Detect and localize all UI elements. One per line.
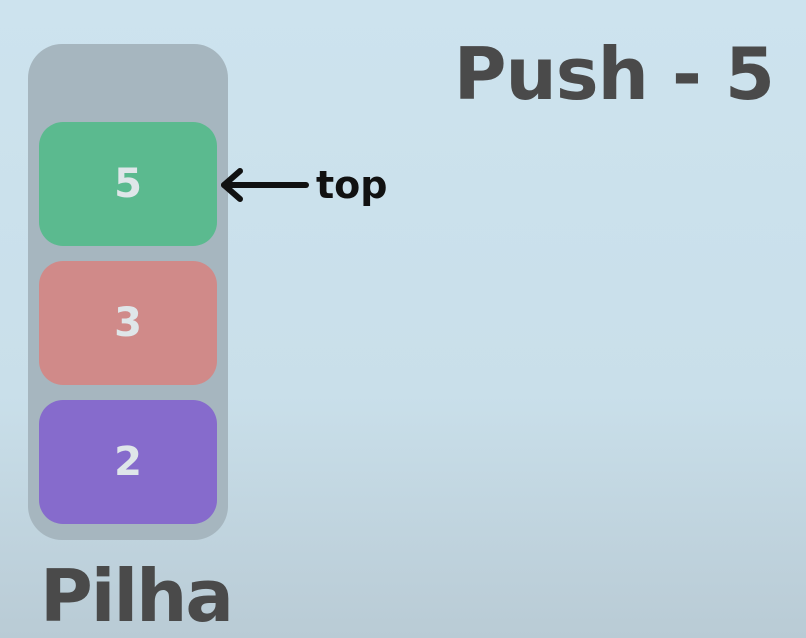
stack-item-value: 5 (114, 161, 142, 207)
top-pointer: top (218, 160, 387, 210)
stack-caption: Pilha (40, 554, 234, 638)
top-label: top (316, 163, 388, 207)
left-arrow-icon (221, 168, 309, 202)
stack-item-value: 3 (114, 300, 142, 346)
stack-item-bottom: 2 (39, 400, 217, 524)
stack-item-middle: 3 (39, 261, 217, 385)
operation-title: Push - 5 (453, 32, 775, 116)
stack-item-top: 5 (39, 122, 217, 246)
stack-item-value: 2 (114, 439, 142, 485)
stack-container: 5 3 2 (28, 44, 228, 540)
